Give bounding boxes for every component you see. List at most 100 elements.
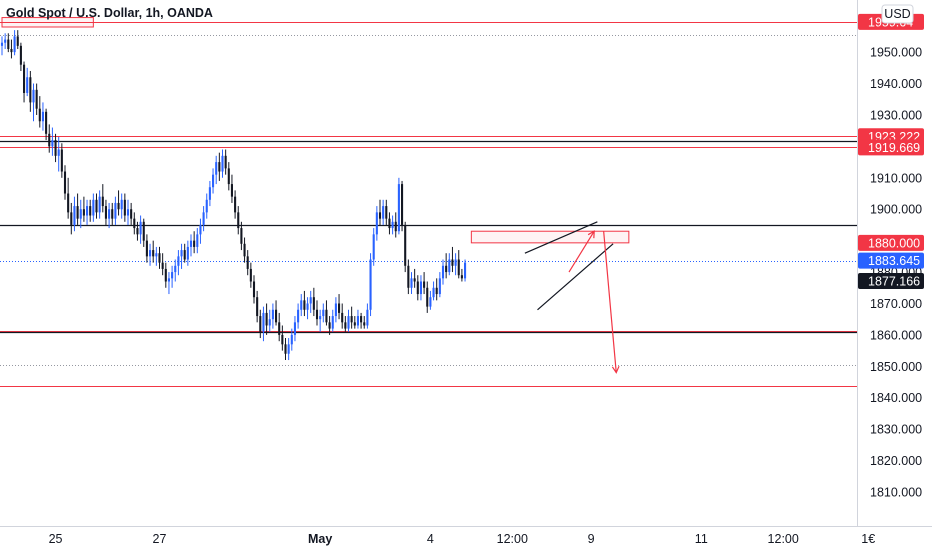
candle-body-143 (451, 259, 454, 266)
candle-133 (419, 275, 422, 301)
candle-body-72 (227, 168, 230, 185)
candle-body-61 (193, 240, 196, 247)
candle-body-146 (460, 275, 463, 279)
candle-28 (89, 199, 92, 222)
candle-60 (189, 234, 193, 257)
price-badge-label-3: 1883.645 (868, 254, 920, 268)
candle-body-90 (284, 344, 287, 354)
time-axis[interactable]: 25 27 May 4 12:00 9 11 12:00 1€ (49, 532, 876, 546)
candle-44 (139, 215, 142, 244)
candle-86 (271, 303, 274, 329)
candle-body-35 (111, 209, 114, 219)
price-badge-bg-3 (858, 252, 924, 269)
candle-body-139 (438, 278, 441, 295)
candle-32 (101, 184, 104, 213)
candle-body-112 (353, 322, 356, 326)
candle-65 (205, 193, 208, 219)
candle-body-32 (101, 196, 104, 207)
x-tick-label: 9 (588, 532, 595, 546)
candle-body-85 (268, 319, 271, 326)
x-tick-label: 1€ (861, 532, 875, 546)
chart-title: Gold Spot / U.S. Dollar, 1h, OANDA (6, 6, 213, 20)
candle-41 (130, 202, 133, 225)
candle-body-114 (360, 316, 363, 323)
candle-97 (306, 297, 309, 320)
candle-45 (142, 218, 145, 247)
candle-15 (48, 124, 51, 153)
candle-body-5 (16, 36, 19, 46)
candle-body-14 (45, 111, 48, 134)
candle-143 (451, 246, 454, 273)
candle-90 (284, 338, 287, 361)
candle-body-93 (293, 322, 296, 335)
candle-54 (171, 265, 174, 288)
candle-body-137 (432, 287, 435, 298)
candles-layer (0, 30, 467, 361)
candle-113 (356, 309, 359, 329)
candle-body-50 (158, 253, 161, 263)
candle-body-31 (98, 196, 101, 213)
candle-107 (338, 294, 341, 320)
candle-84 (265, 303, 268, 335)
candle-body-19 (60, 149, 63, 172)
candle-body-8 (26, 77, 29, 93)
candle-body-71 (224, 155, 227, 169)
candle-76 (240, 221, 243, 251)
candle-body-25 (79, 209, 82, 219)
candle-body-111 (350, 316, 353, 323)
candle-body-106 (334, 303, 337, 317)
candle-115 (363, 316, 366, 329)
y-tick-label: 1870.000 (870, 297, 922, 311)
candle-43 (136, 221, 139, 241)
candle-body-67 (212, 174, 215, 188)
price-axis[interactable]: 1810.000 1820.000 1830.000 1840.000 1850.000… (870, 46, 922, 500)
candle-71 (224, 149, 227, 175)
candle-12 (38, 96, 41, 128)
y-tick-label: 1820.000 (870, 454, 922, 468)
candle-body-33 (104, 206, 107, 219)
candle-30 (95, 193, 98, 219)
candle-48 (152, 240, 155, 263)
candle-body-73 (230, 184, 233, 197)
candle-body-23 (73, 206, 76, 225)
candle-4 (13, 30, 16, 56)
candle-body-49 (155, 253, 158, 257)
candle-81 (256, 290, 259, 323)
candle-100 (315, 300, 319, 326)
candle-138 (435, 278, 438, 301)
y-tick-label: 1940.000 (870, 77, 922, 91)
candle-39 (123, 193, 126, 222)
candle-body-54 (171, 272, 174, 279)
candle-body-56 (177, 256, 180, 266)
drawings-layer (524, 221, 620, 374)
candle-68 (215, 155, 218, 185)
candle-body-60 (189, 240, 193, 247)
candle-body-43 (136, 228, 139, 235)
candle-body-140 (441, 265, 445, 279)
x-tick-label: 12:00 (768, 532, 799, 546)
candle-125 (394, 212, 397, 238)
currency-button-frame[interactable] (881, 4, 914, 24)
price-badge-4: 1880.000 (858, 234, 924, 251)
candle-112 (353, 316, 356, 329)
candle-body-115 (363, 322, 366, 326)
candle-92 (290, 328, 293, 351)
currency-label[interactable]: USD (884, 7, 910, 21)
candle-body-141 (445, 265, 448, 273)
forecast-arrow-1 (603, 231, 620, 374)
candle-body-118 (372, 234, 375, 260)
candle-108 (341, 303, 344, 329)
candle-98 (309, 290, 312, 313)
candle-55 (174, 259, 177, 282)
currency-button[interactable]: USD (881, 4, 914, 24)
candle-61 (193, 231, 196, 254)
candle-147 (464, 259, 467, 282)
candle-body-15 (48, 133, 51, 147)
candle-91 (287, 338, 290, 361)
candle-128 (404, 221, 407, 273)
candle-body-125 (394, 221, 397, 232)
candle-78 (246, 250, 249, 276)
candle-body-99 (312, 297, 315, 310)
candle-136 (429, 290, 432, 310)
